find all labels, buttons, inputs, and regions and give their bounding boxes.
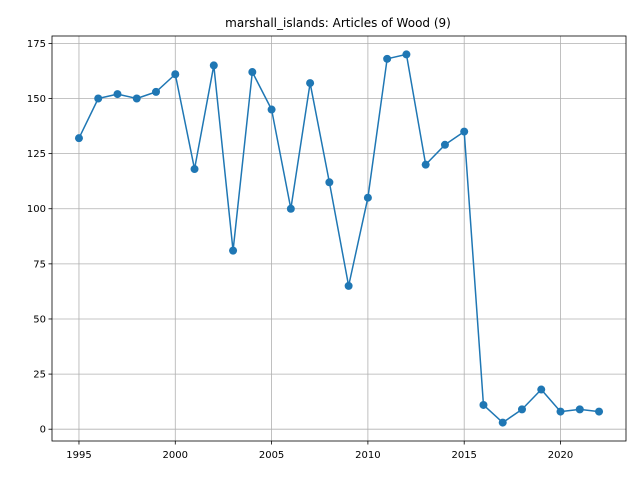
x-tick-label: 2020 bbox=[548, 450, 573, 461]
data-point bbox=[517, 405, 526, 414]
y-tick-label: 25 bbox=[33, 370, 46, 381]
y-tick-label: 150 bbox=[27, 94, 46, 105]
data-point bbox=[479, 400, 488, 409]
data-point bbox=[402, 50, 411, 59]
data-point bbox=[229, 246, 238, 255]
data-point bbox=[74, 134, 83, 143]
data-point bbox=[286, 204, 295, 213]
data-point bbox=[498, 418, 507, 427]
data-point bbox=[190, 165, 199, 174]
y-tick-label: 0 bbox=[40, 425, 46, 436]
grid bbox=[52, 36, 626, 441]
data-point bbox=[595, 407, 604, 416]
x-tick-label: 2015 bbox=[451, 450, 476, 461]
data-point bbox=[440, 140, 449, 149]
chart-title: marshall_islands: Articles of Wood (9) bbox=[225, 16, 451, 30]
data-point bbox=[132, 94, 141, 103]
data-point bbox=[575, 405, 584, 414]
data-point bbox=[94, 94, 103, 103]
data-point bbox=[248, 68, 257, 77]
data-point bbox=[556, 407, 565, 416]
data-point bbox=[113, 90, 122, 99]
data-point bbox=[325, 178, 334, 187]
axes: 1995 2000 2005 2010 2015 2020 0 25 50 75 100 125 150… bbox=[27, 39, 573, 461]
x-tick-label: 2005 bbox=[259, 450, 284, 461]
data-point bbox=[209, 61, 218, 70]
data-point bbox=[306, 79, 315, 88]
data-point bbox=[537, 385, 546, 394]
data-point bbox=[363, 193, 372, 202]
x-tick-label: 2000 bbox=[163, 450, 188, 461]
y-tick-label: 50 bbox=[33, 314, 46, 325]
series-line bbox=[78, 53, 600, 424]
plot-frame bbox=[51, 35, 627, 442]
series-layer bbox=[74, 50, 604, 427]
y-tick-label: 175 bbox=[27, 39, 46, 50]
data-point bbox=[383, 54, 392, 63]
x-tick-label: 1995 bbox=[66, 450, 91, 461]
data-point bbox=[460, 127, 469, 136]
data-point bbox=[421, 160, 430, 169]
data-point bbox=[152, 87, 161, 96]
data-point bbox=[344, 281, 353, 290]
y-tick-label: 100 bbox=[27, 204, 46, 215]
data-point bbox=[171, 70, 180, 79]
y-tick-label: 75 bbox=[33, 259, 46, 270]
y-tick-label: 125 bbox=[27, 149, 46, 160]
data-point bbox=[267, 105, 276, 114]
x-tick-label: 2010 bbox=[355, 450, 380, 461]
